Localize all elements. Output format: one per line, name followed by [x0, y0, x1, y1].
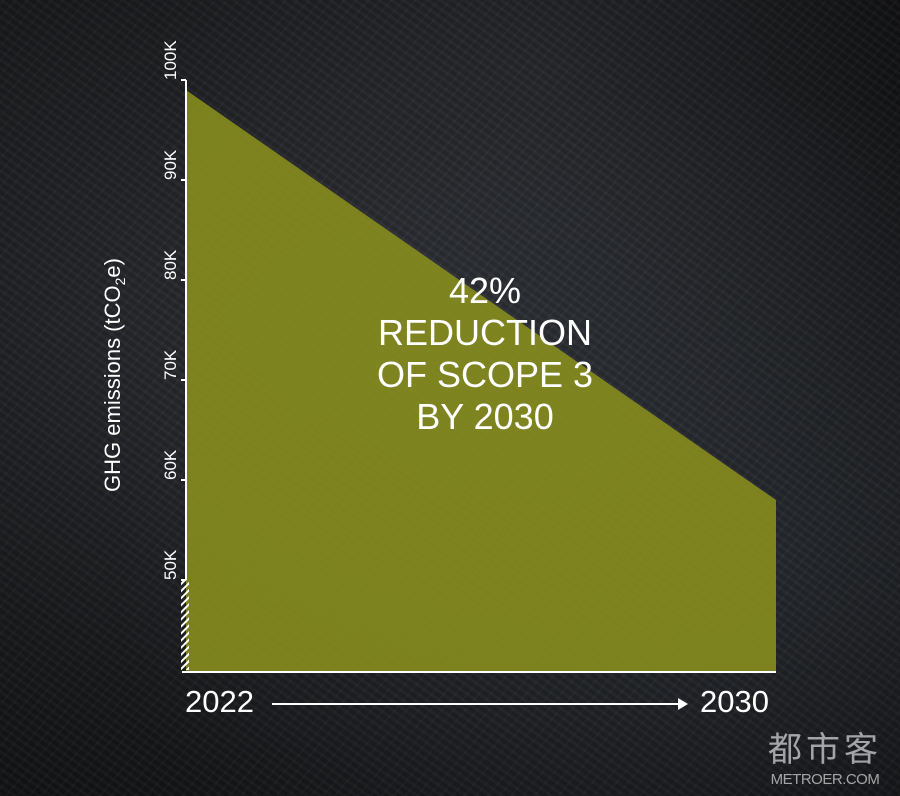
annotation-line: 42%: [448, 270, 522, 311]
y-tick-label: 70K: [161, 349, 180, 380]
y-tick-label: 100K: [161, 40, 180, 80]
watermark-logo: 都市客 METROER.COM: [768, 731, 882, 788]
x-label-end: 2030: [700, 684, 769, 719]
y-tick-label: 60K: [161, 449, 180, 480]
y-tick-label: 80K: [161, 249, 180, 280]
reduction-annotation: 42% REDUCTION OF SCOPE 3 BY 2030: [330, 270, 640, 438]
x-label-start: 2022: [185, 684, 254, 719]
emissions-area: [186, 90, 776, 672]
y-tick-label: 90K: [161, 149, 180, 180]
arrow-head-icon: [678, 698, 688, 710]
annotation-line: BY 2030: [416, 396, 554, 437]
annotation-line: OF SCOPE 3: [376, 354, 594, 395]
annotation-line: REDUCTION: [378, 312, 592, 353]
y-axis-label: GHG emissions (tCO2e): [100, 258, 128, 492]
y-tick-label: 50K: [161, 549, 180, 580]
axis-break-hatch: [181, 580, 189, 670]
